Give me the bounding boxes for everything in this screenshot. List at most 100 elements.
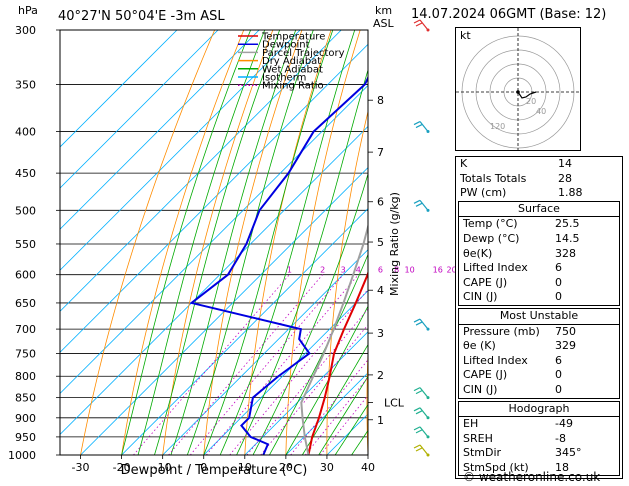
mixing-ratio-line	[246, 308, 368, 455]
pressure-tick-label: 800	[15, 370, 36, 383]
hodograph-rings	[456, 28, 580, 150]
row-label: PW (cm)	[460, 186, 507, 200]
pressure-tick-label: 1000	[8, 449, 36, 462]
hodograph-corner-label: 120	[490, 122, 505, 131]
height-tick-label: 6	[377, 196, 384, 209]
mixing-ratio-line	[319, 394, 368, 455]
table-row: CIN (J) 0	[459, 290, 619, 305]
legend-item-label: Wet Adiabat	[262, 64, 323, 75]
pressure-tick-label: 500	[15, 204, 36, 217]
mixing-ratio-label: 2	[320, 266, 325, 275]
isotherm-line	[60, 30, 301, 271]
dry-adiabat-line	[203, 30, 303, 455]
row-label: Dewp (°C)	[463, 231, 520, 245]
isotherm-line	[60, 30, 178, 148]
chart-grid	[60, 30, 448, 455]
plot-frame	[59, 29, 369, 456]
mixing-ratio-label: 4	[356, 266, 361, 275]
pressure-tick-label: 850	[15, 392, 36, 405]
row-value: 25.5	[555, 217, 580, 231]
isotherm-line	[285, 372, 368, 455]
isotherm-line	[203, 290, 368, 455]
chart-axes: 1234681016202530035040045050055060065070…	[8, 24, 471, 474]
legend-item-label: Dewpoint	[262, 40, 310, 51]
dry-adiabat-line	[406, 30, 448, 455]
row-value: 329	[555, 339, 576, 353]
height-tick-label: 2	[377, 369, 384, 382]
pressure-tick-label: 550	[15, 238, 36, 251]
height-tick-label: 8	[377, 94, 384, 107]
row-label: θe (K)	[463, 339, 496, 353]
row-label: CAPE (J)	[463, 275, 508, 289]
row-value: 28	[558, 171, 572, 185]
km-label: km	[375, 4, 392, 17]
surface-title: Surface	[459, 202, 619, 218]
surface-section: Surface Temp (°C) 25.5 Dewp (°C) 14.5 θe(K) 3…	[458, 200, 620, 306]
table-row: CAPE (J) 0	[459, 368, 619, 383]
pressure-tick-label: 300	[15, 24, 36, 37]
row-value: 14	[558, 157, 572, 170]
table-row: StmSpd (kt) 18	[459, 461, 619, 476]
row-label: Temp (°C)	[463, 217, 518, 231]
row-value: 0	[555, 382, 562, 396]
row-value: 18	[555, 460, 569, 474]
mixing-ratio-label: 16	[433, 266, 443, 275]
wind-barb	[413, 407, 430, 420]
height-tick-label: 3	[377, 327, 384, 340]
mixing-ratio-label: 1	[287, 266, 292, 275]
pressure-tick-label: 350	[15, 78, 36, 91]
isotherm-line	[162, 249, 368, 455]
wind-barb	[413, 444, 430, 457]
row-label: CIN (J)	[463, 382, 498, 396]
row-label: CIN (J)	[463, 290, 498, 304]
table-row: CIN (J) 0	[459, 383, 619, 398]
mixing-ratio-label: 20	[446, 266, 456, 275]
wind-barb	[413, 318, 430, 331]
row-label: K	[460, 157, 468, 170]
legend-item-label: Parcel Trajectory	[262, 48, 345, 59]
temperature-tick-label: -30	[72, 461, 90, 474]
hodograph-storm-point	[516, 90, 520, 94]
pressure-tick-label: 750	[15, 347, 36, 360]
pressure-tick-label: 600	[15, 269, 36, 282]
dry-adiabat-line	[244, 30, 332, 455]
row-value: 6	[555, 261, 562, 275]
row-label: Lifted Index	[463, 261, 528, 275]
mixing-ratio-label: 6	[378, 266, 383, 275]
pressure-tick-label: 400	[15, 126, 36, 139]
table-row: Pressure (mb) 750	[459, 325, 619, 340]
temperature-tick-label: 0	[200, 461, 207, 474]
row-value: 750	[555, 324, 576, 338]
chart-series	[189, 75, 368, 455]
pressure-tick-label: 950	[15, 431, 36, 444]
wind-barb	[413, 19, 430, 32]
height-tick-label: 7	[377, 146, 384, 159]
table-row: K 14	[456, 157, 622, 172]
indices-panel: K 14 Totals Totals 28 PW (cm) 1.88 Surface Te…	[455, 156, 623, 480]
isotherm-line	[60, 43, 368, 353]
hodograph-section: Hodograph EH -49 SREH -8 StmDir 345° StmSpd (k…	[458, 400, 620, 477]
mixing-ratio-label: 10	[405, 266, 415, 275]
most-unstable-title: Most Unstable	[459, 309, 619, 325]
row-label: Lifted Index	[463, 353, 528, 367]
wind-barb	[413, 199, 430, 212]
dry-adiabat-line	[285, 30, 361, 455]
most-unstable-section: Most Unstable Pressure (mb) 750 θe (K) 329 L…	[458, 307, 620, 399]
wet-adiabat-line	[186, 30, 314, 455]
hodograph-unit-label: kt	[460, 29, 471, 42]
height-tick-label: 5	[377, 236, 384, 249]
row-value: 345°	[555, 446, 582, 460]
wet-adiabat-line	[285, 305, 368, 455]
credit-text: © weatheronline.co.uk	[463, 470, 601, 484]
isotherm-line	[60, 125, 368, 436]
date-title: 14.07.2024 06GMT (Base: 12)	[411, 7, 607, 22]
row-value: 6	[555, 353, 562, 367]
row-value: 0	[555, 275, 562, 289]
table-row: Temp (°C) 25.5	[459, 217, 619, 232]
wet-adiabat-line	[137, 30, 266, 455]
row-value: 0	[555, 290, 562, 304]
hpa-label: hPa	[18, 4, 38, 17]
temperature-tick-label: 40	[361, 461, 375, 474]
row-label: CAPE (J)	[463, 368, 508, 382]
